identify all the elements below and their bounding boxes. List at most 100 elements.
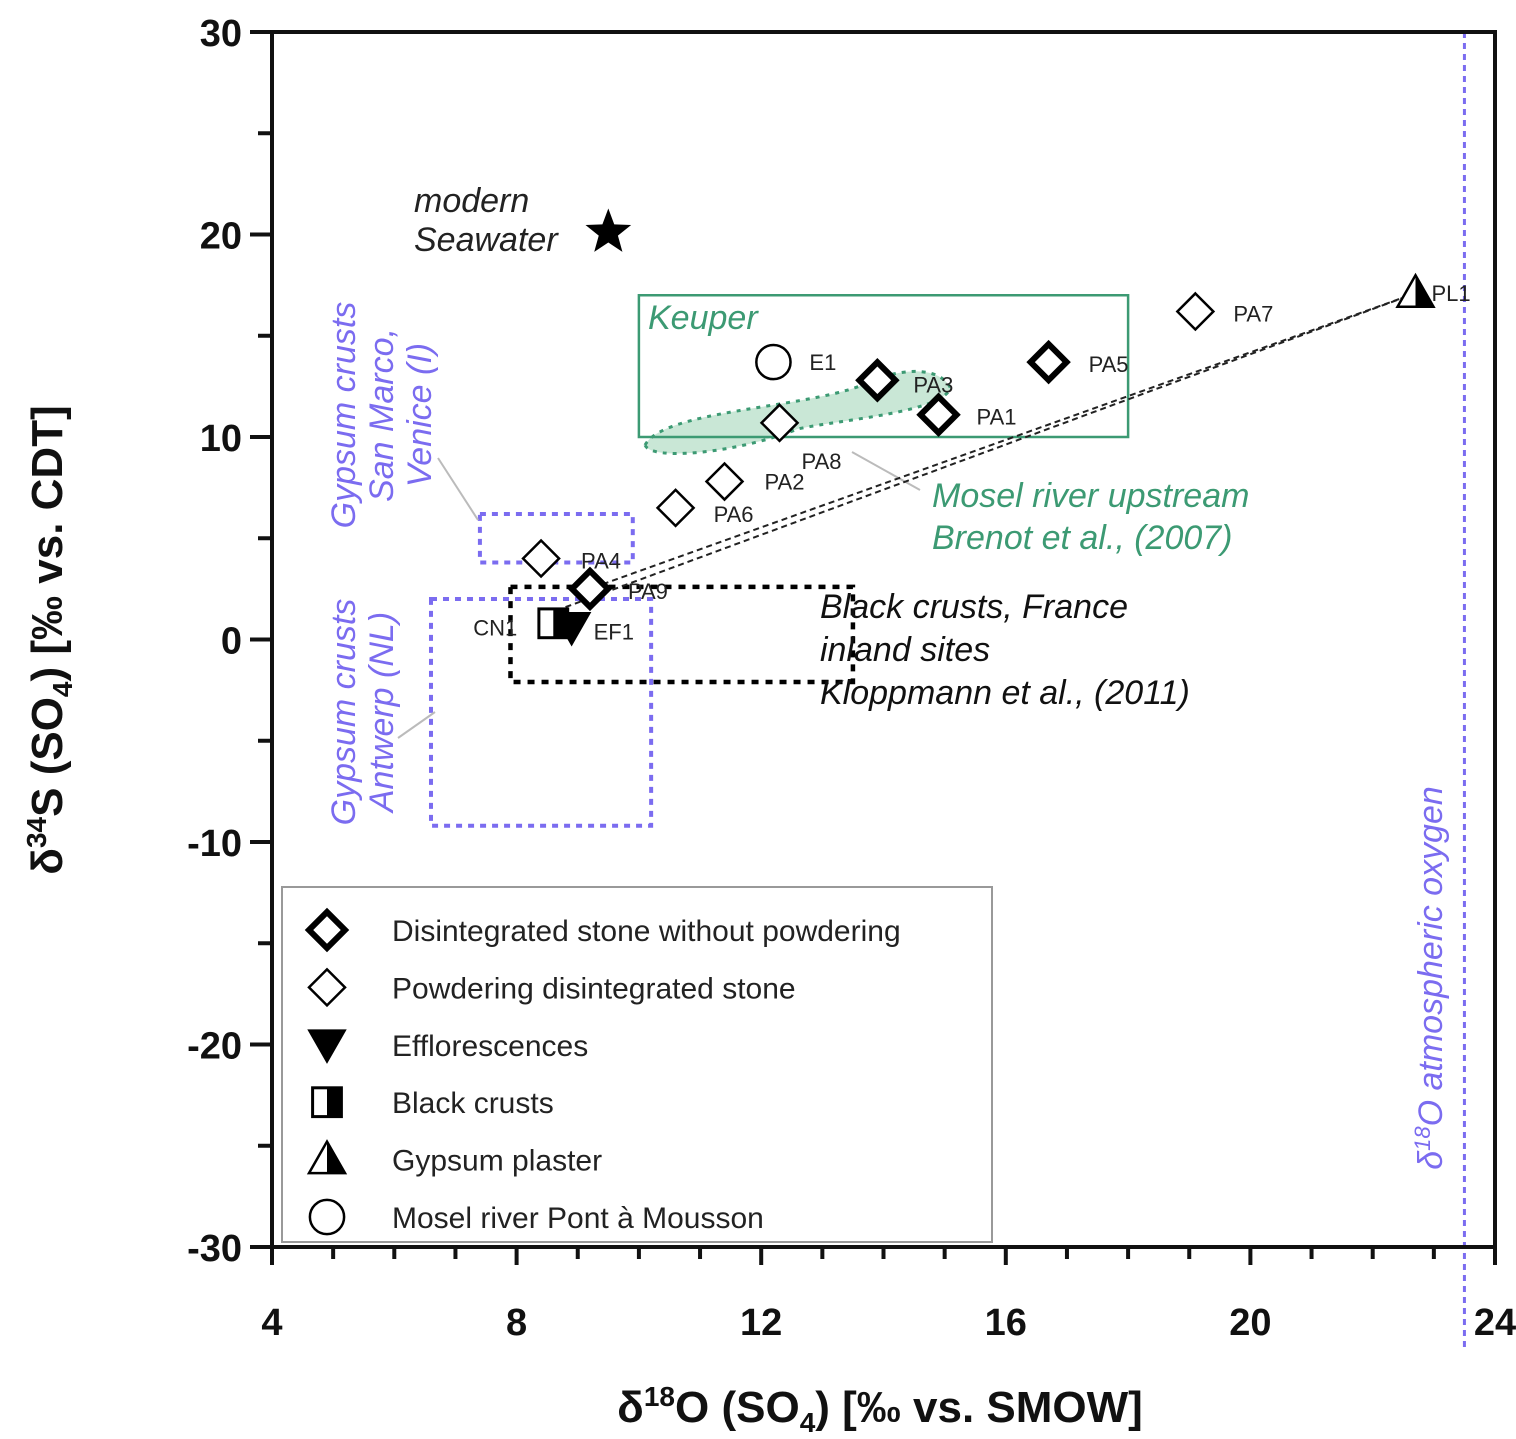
keuper-box <box>637 294 1130 439</box>
point-PA9 <box>567 566 613 612</box>
x-axis-label-pre: δ <box>617 1383 644 1432</box>
point-label: PA5 <box>1089 352 1129 377</box>
triangle-half-fill <box>327 1141 345 1174</box>
x-tick-label: 16 <box>985 1302 1027 1344</box>
antwerp-gypsum-label-line: Gypsum crusts <box>325 599 363 826</box>
axes-layer: 4 8 12 16 20 24 -30 -20 -10 0 10 20 30 δ18O (SO4) [‰ … <box>21 13 1516 1438</box>
point-label: PA6 <box>714 502 754 527</box>
legend-label: Mosel river Pont à Mousson <box>392 1202 764 1235</box>
black-crusts-label-line3: Kloppmann et al., (2011) <box>820 674 1190 712</box>
point-label: E1 <box>809 350 836 375</box>
venice-leader-line <box>437 457 479 521</box>
antwerp-leader-line <box>397 711 436 739</box>
legend-label: Disintegrated stone without powdering <box>392 915 901 948</box>
circle-shape <box>308 1198 346 1236</box>
legend-marker-diamond <box>307 967 347 1008</box>
point-PL1 <box>1395 272 1436 308</box>
y-tick-label: -10 <box>187 823 242 865</box>
seawater-star-marker <box>585 208 632 252</box>
mixing-line <box>583 292 1416 592</box>
point-PA1 <box>916 392 961 437</box>
x-tick-label: 12 <box>740 1302 782 1344</box>
atmospheric-oxygen-label: δ18O atmospheric oxygen <box>1410 786 1450 1170</box>
legend-label: Gypsum plaster <box>392 1145 602 1178</box>
point-PA4 <box>521 538 561 579</box>
x-axis-label: δ18O (SO4) [‰ vs. SMOW] <box>617 1381 1143 1438</box>
point-CN1 <box>537 607 570 640</box>
diamond-shape <box>304 907 350 953</box>
seawater-label-line1: modern <box>414 182 529 220</box>
point-label: PA7 <box>1233 301 1273 326</box>
legend-marker-triangle-down <box>307 1029 347 1064</box>
diamond-shape <box>759 403 800 443</box>
diamond-shape <box>916 392 961 437</box>
venice-gypsum-label-line: Gypsum crusts <box>325 302 363 529</box>
x-tick-label: 4 <box>261 1302 282 1344</box>
y-axis-label-sub: 4 <box>47 681 78 697</box>
point-label: EF1 <box>594 619 634 644</box>
diamond-shape <box>567 566 613 612</box>
diamond-shape <box>855 358 900 403</box>
antwerp-gypsum-box <box>428 597 654 828</box>
y-axis-label: δ34S (SO4) [‰ vs. CDT] <box>21 405 78 874</box>
legend-box <box>281 886 993 1243</box>
star-shape <box>585 208 632 252</box>
circle-shape <box>755 343 792 381</box>
legend-label: Black crusts <box>392 1087 554 1120</box>
y-tick-label: -30 <box>187 1228 242 1270</box>
point-PA8 <box>759 403 800 443</box>
x-axis-label-post: ) [‰ vs. SMOW] <box>815 1383 1143 1432</box>
y-tick-label: 0 <box>221 621 242 663</box>
venice-gypsum-label-line: Venice (I) <box>401 343 439 487</box>
y-tick-label: -20 <box>187 1026 242 1068</box>
seawater-label-line2: Seawater <box>414 221 559 259</box>
diamond-shape <box>1026 339 1071 385</box>
atmospheric-label-sup: 18 <box>1410 1126 1435 1151</box>
point-label: CN1 <box>473 615 517 640</box>
square-half-fill <box>327 1087 342 1117</box>
diamond-shape <box>1175 291 1216 332</box>
atmospheric-label-main: O atmospheric oxygen <box>1412 786 1450 1126</box>
legend-marker-half-triangle <box>306 1139 348 1175</box>
point-PA3 <box>855 358 900 403</box>
x-tick-label: 20 <box>1229 1302 1271 1344</box>
legend-marker-circle <box>308 1198 346 1236</box>
x-tick-label: 8 <box>506 1302 527 1344</box>
mixing-lines-layer <box>565 292 1416 609</box>
venice-gypsum-label-line: San Marco, <box>363 328 401 502</box>
diamond-shape <box>704 461 745 502</box>
diamond-shape <box>521 538 561 579</box>
mosel-upstream-region <box>643 370 953 456</box>
mixing-line <box>565 292 1416 609</box>
diamond-shape <box>655 488 696 528</box>
legend-marker-half-square <box>311 1086 343 1119</box>
mosel-upstream-label-line2: Brenot et al., (2007) <box>932 519 1233 557</box>
diamond-shape <box>307 967 347 1008</box>
square-half-fill <box>553 608 568 638</box>
legend-label: Efflorescences <box>392 1030 588 1063</box>
antwerp-gypsum-label-line: Antwerp (NL) <box>363 612 401 814</box>
y-axis-label-post: ) [‰ vs. CDT] <box>23 405 72 681</box>
y-axis-label-sup: 34 <box>21 816 52 848</box>
point-label: PA1 <box>977 405 1017 430</box>
y-axis-label-pre: δ <box>23 848 72 875</box>
legend: Disintegrated stone without powdering Pow… <box>281 886 993 1243</box>
y-tick-label: 20 <box>200 216 242 258</box>
point-PA6 <box>655 488 696 528</box>
keuper-label: Keuper <box>648 299 759 337</box>
triangle-down-shape <box>307 1029 347 1064</box>
point-PA2 <box>704 461 745 502</box>
y-tick-label: 10 <box>200 418 242 460</box>
legend-marker-diamond-bold <box>304 907 350 953</box>
point-PA5 <box>1026 339 1071 385</box>
y-tick-label: 30 <box>200 13 242 55</box>
x-tick-label: 24 <box>1474 1302 1516 1344</box>
point-label: PA9 <box>628 579 668 604</box>
antwerp-gypsum-label: Gypsum crusts Antwerp (NL) <box>325 599 401 826</box>
point-label: PA3 <box>913 372 953 397</box>
triangle-half-fill <box>1415 275 1434 307</box>
mosel-upstream-label-line1: Mosel river upstream <box>932 477 1249 515</box>
black-crusts-label-line1: Black crusts, France <box>820 588 1128 626</box>
